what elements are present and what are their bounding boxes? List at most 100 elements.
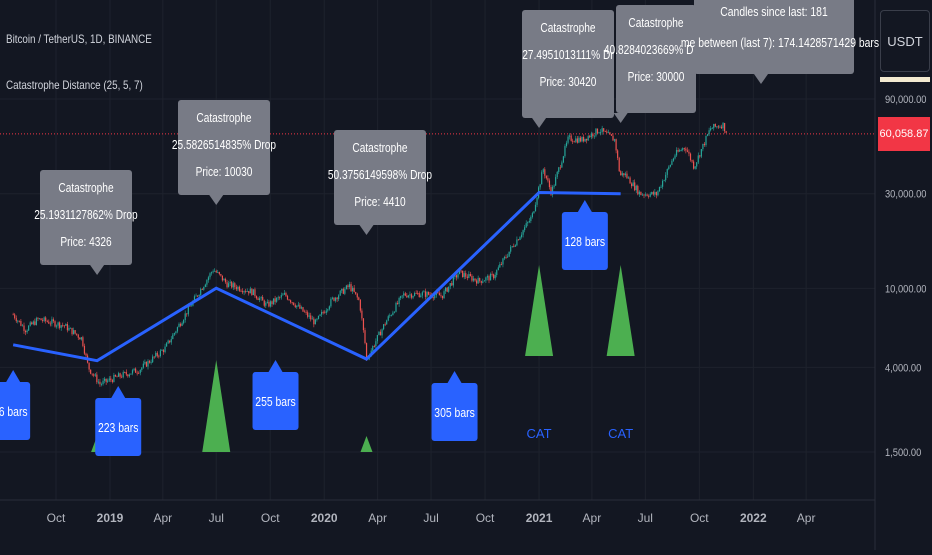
candle-body	[38, 318, 41, 320]
candle-body	[210, 272, 213, 274]
candle-body	[147, 360, 149, 367]
candle-body	[666, 169, 668, 175]
candle-body	[420, 295, 422, 298]
candle-body	[288, 299, 290, 301]
candle-body	[122, 372, 124, 378]
candle-body	[387, 316, 389, 321]
bars-label-box	[95, 398, 142, 456]
candle-body	[551, 186, 554, 195]
bars-label-text: 128 bars	[565, 235, 606, 249]
candle-body	[579, 137, 582, 142]
candle-body	[705, 135, 707, 146]
candle-body	[334, 297, 337, 301]
candle-body	[544, 169, 546, 176]
candle-body	[627, 177, 630, 179]
candle-body	[482, 281, 484, 283]
candle-body	[49, 323, 51, 325]
candle-body	[356, 293, 358, 298]
candle-body	[330, 298, 332, 307]
candle-body	[675, 150, 678, 156]
candle-body	[379, 331, 382, 336]
bars-label: 128 bars	[561, 200, 608, 270]
catastrophe-label-box	[334, 130, 426, 225]
candle-body	[226, 282, 228, 288]
candle-body	[615, 139, 617, 151]
candle-body	[514, 245, 516, 247]
candle-body	[717, 126, 720, 128]
candle-body	[672, 158, 675, 161]
candle-body	[131, 370, 134, 374]
candle-body	[648, 195, 650, 197]
candle-body	[606, 131, 608, 133]
candle-body	[291, 302, 293, 304]
candle-body	[220, 274, 222, 276]
candle-body	[102, 380, 104, 384]
candle-body	[691, 160, 693, 162]
candle-body	[477, 278, 479, 284]
catastrophe-triangle	[525, 265, 554, 356]
candle-body	[629, 177, 631, 184]
candle-body	[65, 324, 67, 326]
candle-body	[310, 315, 312, 320]
candle-body	[158, 355, 160, 357]
summary-label-pointer	[754, 74, 768, 84]
candle-body	[322, 312, 324, 313]
catastrophe-label-pointer	[359, 225, 374, 235]
candle-body	[60, 325, 62, 328]
candle-body	[246, 291, 248, 292]
candle-body	[536, 197, 538, 205]
candle-body	[465, 273, 467, 277]
candle-body	[111, 379, 113, 383]
candle-body	[716, 126, 718, 128]
catastrophe-label: Catastrophe 25.5826514835% Drop Price: 100…	[172, 100, 276, 205]
candle-body	[342, 288, 344, 294]
candle-body	[365, 343, 368, 359]
candle-body	[18, 320, 20, 322]
candle-body	[561, 162, 563, 168]
candle-body	[472, 278, 475, 281]
candle-body	[308, 315, 310, 317]
candle-body	[471, 275, 473, 281]
bars-label: 305 bars	[431, 371, 478, 441]
x-tick-label: Apr	[583, 511, 602, 525]
indicator-title[interactable]: Catastrophe Distance (25, 5, 7)	[6, 78, 143, 92]
candle-body	[671, 160, 673, 165]
candle-body	[299, 304, 301, 309]
candle-body	[195, 295, 197, 297]
currency-scale-button[interactable]: USDT	[880, 10, 930, 72]
candle-body	[631, 183, 633, 187]
candle-body	[613, 139, 616, 141]
symbol-title: Bitcoin / TetherUS, 1D, BINANCE	[6, 32, 152, 46]
candle-body	[610, 134, 613, 136]
candle-body	[725, 131, 727, 133]
candle-body	[505, 257, 507, 258]
candle-body	[214, 270, 216, 272]
catastrophe-label-pointer	[532, 118, 547, 128]
candle-body	[390, 315, 392, 316]
candle-body	[99, 381, 101, 385]
candle-body	[336, 297, 338, 300]
candle-body	[680, 150, 682, 151]
candle-body	[542, 169, 544, 173]
candle-body	[117, 373, 120, 377]
y-tick-label: 90,000.00	[885, 94, 927, 106]
candle-body	[572, 140, 574, 142]
x-tick-label: Oct	[261, 511, 280, 525]
candle-body	[654, 192, 656, 195]
candle-body	[189, 305, 191, 307]
candle-body	[57, 322, 59, 326]
candle-body	[347, 285, 349, 288]
candle-body	[445, 287, 447, 292]
catastrophe-label-box	[40, 170, 132, 265]
candle-body	[181, 323, 183, 326]
candle-body	[710, 128, 712, 131]
candle-body	[266, 301, 268, 303]
candle-body	[255, 296, 258, 299]
candle-body	[567, 136, 569, 143]
bars-label-pointer	[111, 386, 126, 398]
x-tick-label: Apr	[368, 511, 387, 525]
candle-body	[410, 294, 413, 298]
catastrophe-label: Catastrophe 40.8284023669% Drop Price: 300…	[604, 5, 708, 123]
candle-body	[714, 123, 716, 127]
